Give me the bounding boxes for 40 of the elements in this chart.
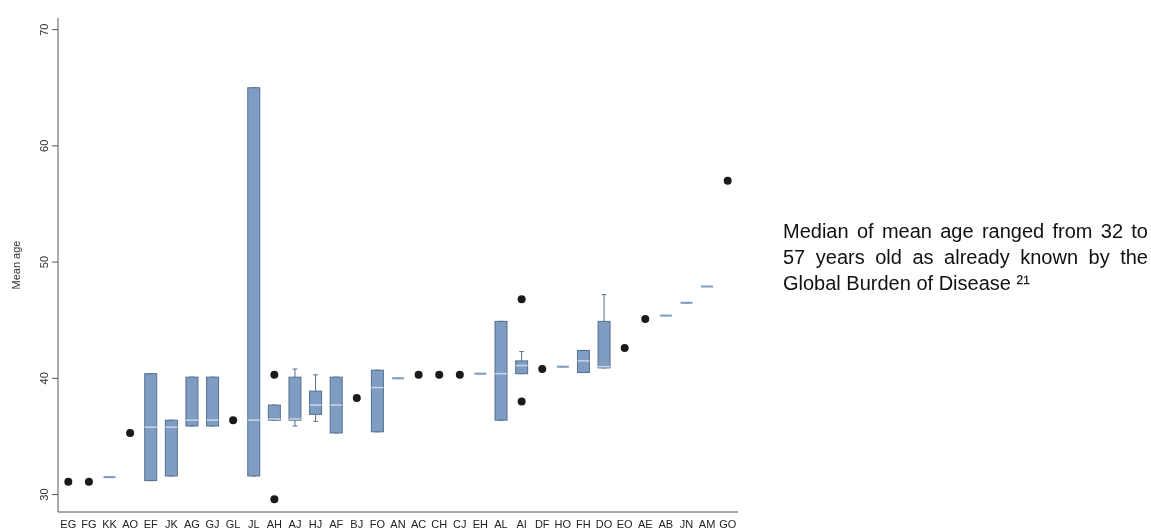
x-tick-label: CH [431,517,448,530]
x-tick-label: FG [81,517,97,530]
x-tick-label: GJ [205,517,220,530]
x-tick-label: EO [616,517,634,530]
x-tick-label: JL [247,517,260,530]
x-tick-label: AI [516,517,527,530]
text: Median of mean age ranged from 32 to 57 years old as already known by the Global Burden of Disease ²¹ [783,219,1148,296]
x-tick-label: AH [266,517,283,530]
x-tick-label: AL [494,517,508,530]
x-tick-label: AF [329,517,344,530]
y-tick-label: 30 [38,488,50,501]
y-tick-label: 60 [38,139,50,152]
x-tick-label: EH [472,517,489,530]
x-tick-label: EG [60,517,77,530]
x-tick-label: JK [164,517,179,530]
x-tick-label: AM [698,517,716,530]
x-tick-label: AO [122,517,139,530]
y-tick-label: 50 [38,255,50,269]
x-tick-label: DF [534,517,550,530]
x-tick-label: CJ [453,517,467,530]
x-tick-label: DO [595,517,613,530]
x-tick-label: FH [576,517,591,530]
x-tick-label: HO [554,517,572,530]
x-tick-label: HJ [308,517,323,530]
x-tick-label: AJ [288,517,302,530]
y-axis-title: Mean age [9,240,22,290]
x-tick-label: BJ [350,517,364,530]
x-tick-label: FO [369,517,386,530]
y-tick-label: 40 [38,372,50,385]
x-tick-label: AG [183,517,200,530]
x-tick-label: AE [637,517,653,530]
x-tick-label: JN [679,517,694,530]
x-tick-label: AN [390,517,406,530]
x-tick-label: GL [225,517,241,530]
x-tick-label: AC [410,517,427,530]
y-tick-label: 70 [38,23,50,36]
x-tick-label: KK [102,517,118,530]
x-tick-label: GO [719,517,737,530]
x-tick-label: AB [658,517,674,530]
x-tick-label: EF [143,517,159,530]
